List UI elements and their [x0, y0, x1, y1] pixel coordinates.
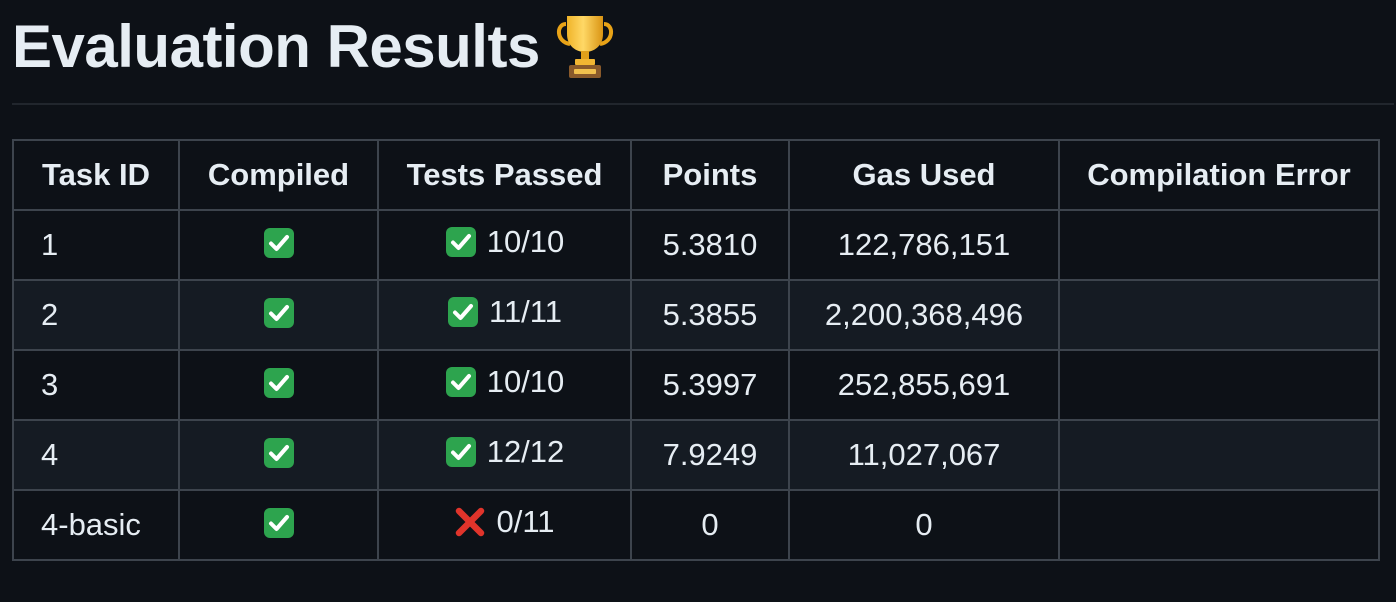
compiled-cell: [178, 489, 379, 561]
task-id-cell: 4: [12, 419, 180, 491]
tests-passed-cell: 0/11: [377, 489, 632, 561]
check-icon: [448, 297, 478, 327]
tests-passed-value: 11/11: [447, 294, 562, 330]
compilation-error-cell: [1058, 489, 1380, 561]
check-icon: [445, 437, 476, 467]
compilation-error-cell: [1058, 209, 1380, 281]
tests-passed-cell: 11/11: [377, 279, 632, 351]
table-row: 2 11/11 5.3855 2,200,368,496: [12, 279, 1380, 351]
task-id-cell: 1: [12, 209, 180, 281]
check-icon: [445, 367, 476, 397]
header-compiled: Compiled: [178, 139, 379, 211]
gas-used-cell: 122,786,151: [788, 209, 1060, 281]
task-id-cell: 2: [12, 279, 180, 351]
check-icon: [263, 298, 294, 328]
points-cell: 7.9249: [630, 419, 790, 491]
gas-used-cell: 2,200,368,496: [788, 279, 1060, 351]
points-cell: 5.3855: [630, 279, 790, 351]
gas-used-cell: 0: [788, 489, 1060, 561]
gas-used-cell: 11,027,067: [788, 419, 1060, 491]
task-id-cell: 4-basic: [12, 489, 180, 561]
tests-passed-cell: 10/10: [377, 209, 632, 281]
compilation-error-cell: [1058, 279, 1380, 351]
tests-passed-cell: 12/12: [377, 419, 632, 491]
check-icon: [263, 508, 294, 538]
tests-passed-text: 11/11: [489, 294, 562, 329]
check-icon: [263, 368, 294, 398]
title-divider: [12, 103, 1394, 105]
header-compilation-error: Compilation Error: [1058, 139, 1380, 211]
points-cell: 5.3810: [630, 209, 790, 281]
tests-passed-value: 12/12: [445, 434, 565, 470]
header-gas-used: Gas Used: [788, 139, 1060, 211]
table-row: 1 10/10 5.3810 122,786,151: [12, 209, 1380, 281]
results-table-body: 1 10/10 5.3810 122,786,151 2 11/11 5.3855 2,200…: [12, 209, 1380, 561]
compiled-cell: [178, 279, 379, 351]
tests-passed-text: 10/10: [486, 224, 565, 259]
table-row: 4 12/12 7.9249 11,027,067: [12, 419, 1380, 491]
compiled-cell: [178, 209, 379, 281]
compilation-error-cell: [1058, 419, 1380, 491]
trophy-icon: [556, 16, 613, 78]
points-cell: 5.3997: [630, 349, 790, 421]
check-icon: [263, 228, 294, 258]
header-task-id: Task ID: [12, 139, 180, 211]
check-icon: [445, 227, 476, 257]
compiled-cell: [178, 419, 379, 491]
cross-icon: [456, 507, 485, 537]
header-points: Points: [630, 139, 790, 211]
points-cell: 0: [630, 489, 790, 561]
table-header-row: Task ID Compiled Tests Passed Points Gas…: [12, 139, 1380, 211]
page-title-text: Evaluation Results: [12, 13, 540, 80]
tests-passed-text: 0/11: [496, 504, 555, 539]
compilation-error-cell: [1058, 349, 1380, 421]
table-row: 3 10/10 5.3997 252,855,691: [12, 349, 1380, 421]
header-tests-passed: Tests Passed: [377, 139, 632, 211]
check-icon: [263, 438, 294, 468]
tests-passed-value: 0/11: [454, 504, 555, 540]
table-row: 4-basic 0/11 0 0: [12, 489, 1380, 561]
tests-passed-value: 10/10: [445, 364, 565, 400]
task-id-cell: 3: [12, 349, 180, 421]
tests-passed-value: 10/10: [445, 224, 565, 260]
tests-passed-text: 12/12: [486, 434, 565, 469]
tests-passed-text: 10/10: [486, 364, 565, 399]
page-title: Evaluation Results: [12, 8, 616, 86]
tests-passed-cell: 10/10: [377, 349, 632, 421]
gas-used-cell: 252,855,691: [788, 349, 1060, 421]
results-table: Task ID Compiled Tests Passed Points Gas…: [12, 139, 1380, 561]
compiled-cell: [178, 349, 379, 421]
